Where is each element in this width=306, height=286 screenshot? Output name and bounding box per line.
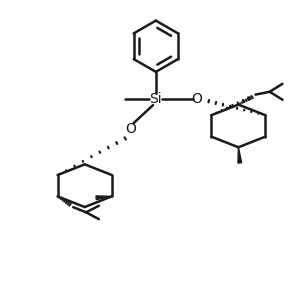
- Polygon shape: [96, 196, 112, 200]
- Text: Si: Si: [150, 92, 162, 106]
- Text: O: O: [125, 122, 136, 136]
- Polygon shape: [238, 147, 242, 163]
- Text: O: O: [192, 92, 203, 106]
